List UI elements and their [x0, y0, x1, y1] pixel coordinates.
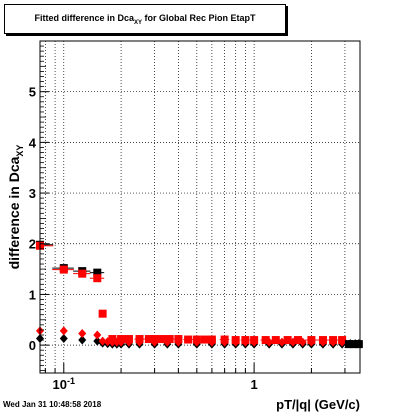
data-point-square [184, 335, 193, 344]
data-point-square [59, 265, 68, 274]
data-point-square [108, 335, 117, 344]
data-point-square [124, 335, 133, 344]
data-point-square [165, 335, 174, 344]
data-point-square [220, 335, 229, 344]
timestamp: Wed Jan 31 10:48:58 2018 [3, 400, 102, 409]
y-tick-label: 1 [29, 287, 36, 302]
data-point-square [350, 340, 359, 349]
data-point-square [271, 336, 280, 345]
y-tick-label: 3 [29, 186, 36, 201]
data-point-square [117, 335, 126, 344]
x-tick-label: 10-1 [53, 376, 75, 392]
data-point-square [174, 335, 183, 344]
y-tick-label: 2 [29, 237, 36, 252]
data-point-square [329, 336, 338, 345]
data-point-square [158, 335, 167, 344]
data-point-square [93, 274, 102, 283]
x-axis-label: pT/|q| (GeV/c) [276, 397, 360, 412]
chart-title: Fitted difference in DcaXY for Global Re… [34, 13, 256, 26]
data-point-square [93, 268, 102, 277]
data-point-diamond [78, 328, 87, 338]
data-point-square [354, 340, 363, 349]
data-point-square [144, 335, 153, 344]
data-point-square [200, 335, 209, 344]
data-point-square [78, 269, 87, 278]
data-point-square [250, 336, 259, 345]
data-point-diamond [93, 330, 102, 340]
data-point-square [344, 340, 353, 349]
data-point-square [338, 336, 347, 345]
data-point-square [293, 336, 302, 345]
data-point-diamond [59, 326, 68, 336]
data-point-square [150, 335, 159, 344]
data-point-square [207, 335, 216, 344]
data-point-square [307, 336, 316, 345]
data-point-square [135, 335, 144, 344]
plot-frame [39, 40, 361, 374]
data-point-diamond [98, 336, 107, 346]
data-point-square [283, 336, 292, 345]
y-tick-label: 0 [29, 338, 36, 353]
data-point-square [192, 335, 201, 344]
data-point-diamond [78, 335, 87, 345]
data-point-diamond [59, 334, 68, 344]
y-tick-label: 5 [29, 85, 36, 100]
data-point-square [241, 336, 250, 345]
data-point-square [261, 336, 270, 345]
data-point-square [231, 336, 240, 345]
x-tick-label: 1 [250, 377, 257, 392]
y-tick-label: 4 [29, 135, 37, 150]
data-point-square [98, 309, 107, 318]
title-box: Fitted difference in DcaXY for Global Re… [4, 4, 286, 34]
data-point-square [318, 336, 327, 345]
y-axis-label: difference in DcaXY [6, 145, 25, 270]
